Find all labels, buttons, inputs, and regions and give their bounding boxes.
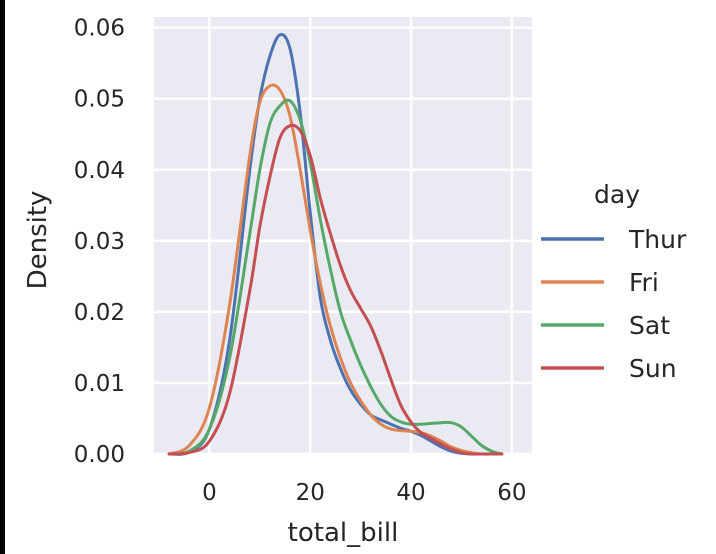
x-axis-label: total_bill — [288, 518, 399, 548]
x-tick-label: 0 — [202, 480, 217, 506]
y-tick-label: 0.06 — [74, 16, 125, 42]
density-curves — [167, 33, 504, 456]
series-line-fri — [167, 83, 504, 456]
y-tick-label: 0.03 — [74, 229, 125, 255]
legend-label-fri: Fri — [629, 268, 659, 297]
legend-label-sat: Sat — [629, 311, 670, 340]
y-tick-label: 0.02 — [74, 300, 125, 326]
tick-labels: 0 20 40 60 0.00 0.01 0.02 0.03 0.04 0.05 0.06 — [74, 16, 527, 506]
legend-title: day — [594, 180, 640, 209]
y-tick-label: 0.01 — [74, 371, 125, 397]
legend-label-sun: Sun — [629, 354, 677, 383]
y-axis-label: Density — [23, 191, 53, 290]
y-tick-label: 0.05 — [74, 87, 125, 113]
legend-label-thur: Thur — [628, 225, 687, 254]
y-tick-label: 0.00 — [74, 442, 125, 468]
plot-area — [154, 17, 532, 454]
x-tick-label: 20 — [296, 480, 325, 506]
series-line-sat — [167, 98, 504, 456]
y-tick-label: 0.04 — [74, 158, 125, 184]
series-line-thur — [167, 33, 504, 456]
series-line-sun — [167, 123, 504, 456]
x-tick-label: 60 — [497, 480, 526, 506]
legend: day Thur Fri Sat Sun — [541, 180, 687, 383]
window-edge — [0, 0, 5, 554]
x-tick-label: 40 — [396, 480, 425, 506]
